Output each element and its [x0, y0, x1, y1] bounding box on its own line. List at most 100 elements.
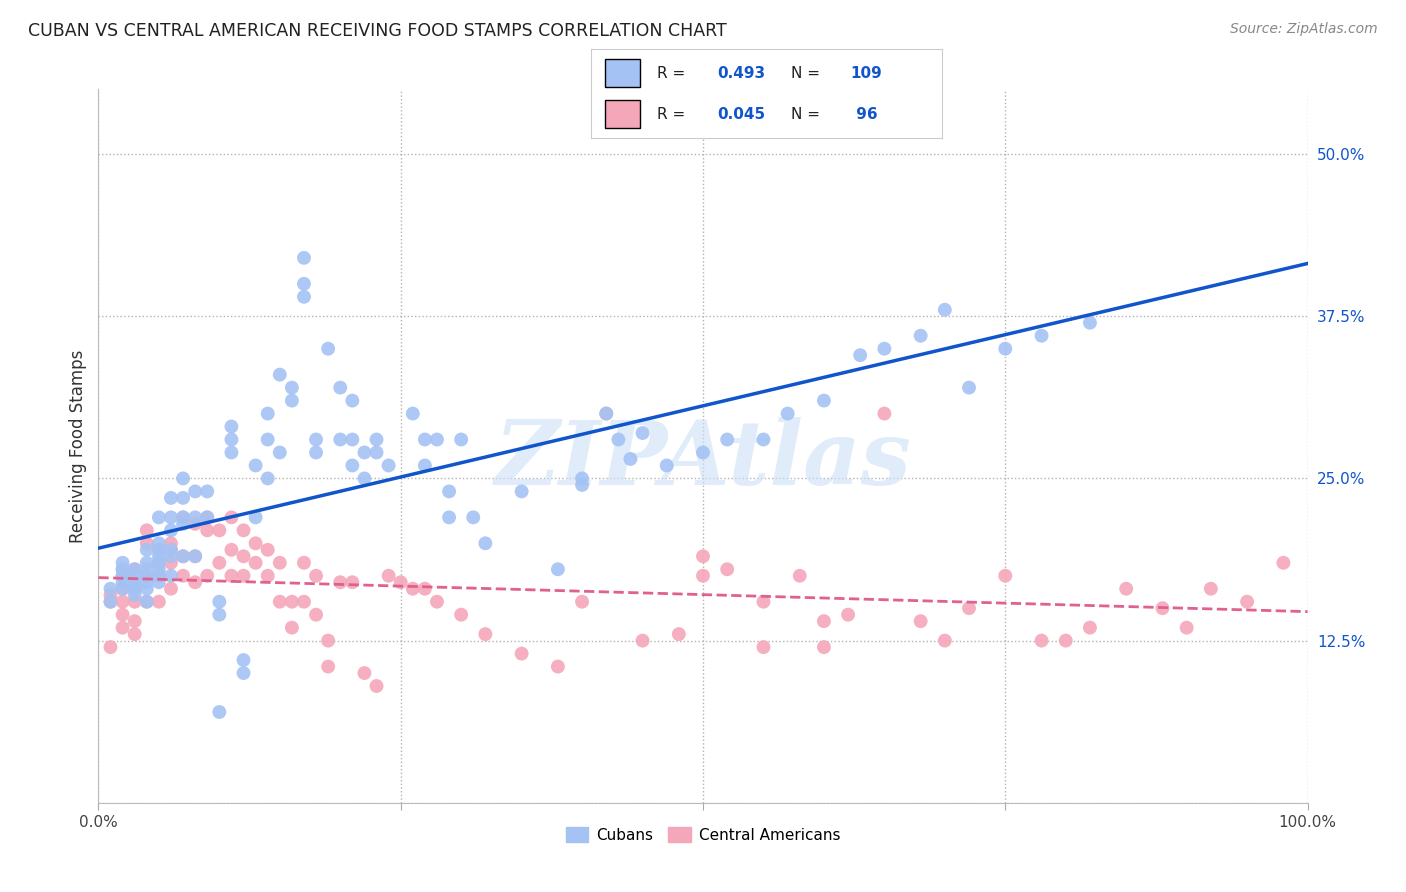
Point	[281, 393, 304, 408]
Point	[292, 251, 315, 265]
Point	[256, 542, 278, 557]
Point	[208, 607, 231, 622]
Point	[111, 575, 134, 590]
Point	[1078, 316, 1101, 330]
Point	[837, 607, 859, 622]
Point	[124, 595, 146, 609]
Point	[692, 568, 714, 582]
Point	[547, 562, 569, 576]
Point	[595, 407, 617, 421]
Text: Source: ZipAtlas.com: Source: ZipAtlas.com	[1230, 22, 1378, 37]
Point	[160, 556, 183, 570]
Point	[353, 471, 375, 485]
Point	[776, 407, 799, 421]
Point	[172, 471, 194, 485]
Point	[135, 536, 157, 550]
Point	[160, 510, 183, 524]
Point	[595, 407, 617, 421]
Point	[366, 433, 388, 447]
Point	[1078, 621, 1101, 635]
Point	[160, 524, 183, 538]
Point	[994, 342, 1017, 356]
Point	[716, 562, 738, 576]
Point	[160, 549, 183, 564]
Point	[269, 595, 291, 609]
Point	[172, 510, 194, 524]
Point	[256, 407, 278, 421]
Point	[124, 582, 146, 596]
Point	[221, 568, 243, 582]
Point	[111, 595, 134, 609]
Point	[256, 433, 278, 447]
Point	[256, 568, 278, 582]
Point	[135, 595, 157, 609]
Point	[269, 368, 291, 382]
Point	[184, 549, 207, 564]
Point	[124, 627, 146, 641]
Text: N =: N =	[790, 107, 825, 121]
Point	[305, 433, 328, 447]
Point	[437, 484, 460, 499]
Point	[160, 582, 183, 596]
Point	[232, 524, 254, 538]
Point	[1272, 556, 1295, 570]
Point	[148, 562, 170, 576]
Point	[342, 393, 364, 408]
Point	[329, 381, 352, 395]
Point	[148, 568, 170, 582]
Point	[111, 607, 134, 622]
Point	[111, 568, 134, 582]
Point	[245, 556, 267, 570]
Point	[1175, 621, 1198, 635]
Point	[957, 381, 980, 395]
Point	[269, 445, 291, 459]
Point	[342, 458, 364, 473]
Point	[111, 568, 134, 582]
Point	[873, 342, 896, 356]
Text: ZIPAtlas: ZIPAtlas	[495, 417, 911, 503]
Point	[245, 458, 267, 473]
Point	[329, 575, 352, 590]
Point	[377, 568, 399, 582]
Point	[221, 445, 243, 459]
Point	[184, 549, 207, 564]
Point	[195, 510, 218, 524]
Point	[245, 536, 267, 550]
Point	[402, 407, 425, 421]
Point	[450, 607, 472, 622]
Point	[607, 433, 630, 447]
Point	[426, 433, 449, 447]
Point	[221, 419, 243, 434]
Point	[208, 705, 231, 719]
Point	[316, 633, 339, 648]
Point	[305, 607, 328, 622]
Point	[389, 575, 412, 590]
Point	[184, 484, 207, 499]
Point	[305, 445, 328, 459]
Point	[716, 433, 738, 447]
Point	[148, 556, 170, 570]
Point	[208, 556, 231, 570]
Point	[111, 562, 134, 576]
Text: 0.045: 0.045	[717, 107, 765, 121]
Point	[813, 614, 835, 628]
Point	[208, 524, 231, 538]
Point	[221, 510, 243, 524]
Text: R =: R =	[657, 66, 690, 80]
Point	[1152, 601, 1174, 615]
Point	[377, 458, 399, 473]
Point	[135, 524, 157, 538]
Y-axis label: Receiving Food Stamps: Receiving Food Stamps	[69, 350, 87, 542]
Point	[849, 348, 872, 362]
Point	[994, 568, 1017, 582]
Point	[148, 595, 170, 609]
Point	[655, 458, 678, 473]
Point	[195, 484, 218, 499]
Point	[172, 516, 194, 531]
Point	[160, 491, 183, 505]
Point	[124, 575, 146, 590]
Point	[437, 510, 460, 524]
Point	[752, 640, 775, 654]
Point	[148, 568, 170, 582]
FancyBboxPatch shape	[605, 59, 640, 87]
